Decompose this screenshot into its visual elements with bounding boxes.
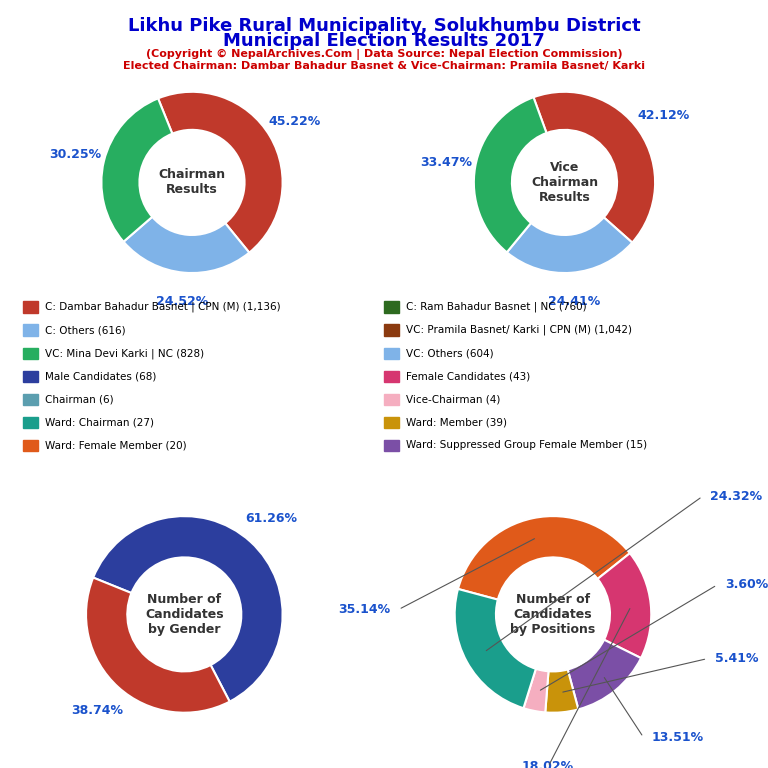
Text: 45.22%: 45.22% (269, 115, 321, 128)
Wedge shape (524, 669, 548, 713)
Wedge shape (101, 98, 172, 242)
Text: Ward: Member (39): Ward: Member (39) (406, 417, 507, 428)
Text: 30.25%: 30.25% (50, 148, 102, 161)
Text: Municipal Election Results 2017: Municipal Election Results 2017 (223, 32, 545, 50)
Wedge shape (455, 589, 536, 708)
Text: VC: Mina Devi Karki | NC (828): VC: Mina Devi Karki | NC (828) (45, 348, 204, 359)
Text: VC: Pramila Basnet/ Karki | CPN (M) (1,042): VC: Pramila Basnet/ Karki | CPN (M) (1,0… (406, 325, 631, 336)
Text: 3.60%: 3.60% (725, 578, 768, 591)
Text: Female Candidates (43): Female Candidates (43) (406, 371, 530, 382)
Text: Chairman
Results: Chairman Results (158, 168, 226, 197)
Text: (Copyright © NepalArchives.Com | Data Source: Nepal Election Commission): (Copyright © NepalArchives.Com | Data So… (146, 49, 622, 60)
Text: C: Ram Bahadur Basnet | NC (760): C: Ram Bahadur Basnet | NC (760) (406, 302, 586, 313)
Wedge shape (507, 217, 632, 273)
Text: C: Others (616): C: Others (616) (45, 325, 125, 336)
Wedge shape (545, 670, 578, 713)
Wedge shape (86, 578, 230, 713)
Text: 13.51%: 13.51% (651, 731, 703, 743)
Text: Vice
Chairman
Results: Vice Chairman Results (531, 161, 598, 204)
Text: C: Dambar Bahadur Basnet | CPN (M) (1,136): C: Dambar Bahadur Basnet | CPN (M) (1,13… (45, 302, 280, 313)
Text: Number of
Candidates
by Positions: Number of Candidates by Positions (510, 593, 596, 636)
Wedge shape (568, 640, 641, 710)
Text: Elected Chairman: Dambar Bahadur Basnet & Vice-Chairman: Pramila Basnet/ Karki: Elected Chairman: Dambar Bahadur Basnet … (123, 61, 645, 71)
Text: 5.41%: 5.41% (715, 652, 759, 665)
Text: VC: Others (604): VC: Others (604) (406, 348, 493, 359)
Text: 33.47%: 33.47% (421, 156, 472, 169)
Text: Ward: Suppressed Group Female Member (15): Ward: Suppressed Group Female Member (15… (406, 440, 647, 451)
Wedge shape (534, 92, 655, 243)
Text: 24.32%: 24.32% (710, 490, 763, 503)
Text: Vice-Chairman (4): Vice-Chairman (4) (406, 394, 500, 405)
Text: Ward: Female Member (20): Ward: Female Member (20) (45, 440, 186, 451)
Text: Likhu Pike Rural Municipality, Solukhumbu District: Likhu Pike Rural Municipality, Solukhumb… (127, 17, 641, 35)
Text: Male Candidates (68): Male Candidates (68) (45, 371, 156, 382)
Text: Number of
Candidates
by Gender: Number of Candidates by Gender (145, 593, 223, 636)
Wedge shape (598, 553, 651, 658)
Wedge shape (93, 516, 283, 702)
Text: 38.74%: 38.74% (71, 704, 123, 717)
Text: 24.41%: 24.41% (548, 295, 600, 308)
Text: Chairman (6): Chairman (6) (45, 394, 113, 405)
Wedge shape (458, 516, 630, 600)
Wedge shape (124, 217, 250, 273)
Wedge shape (158, 92, 283, 253)
Text: Ward: Chairman (27): Ward: Chairman (27) (45, 417, 154, 428)
Text: 42.12%: 42.12% (637, 109, 690, 121)
Text: 35.14%: 35.14% (339, 603, 391, 616)
Wedge shape (474, 98, 547, 253)
Text: 18.02%: 18.02% (522, 760, 574, 768)
Text: 24.52%: 24.52% (156, 295, 208, 308)
Text: 61.26%: 61.26% (246, 512, 297, 525)
